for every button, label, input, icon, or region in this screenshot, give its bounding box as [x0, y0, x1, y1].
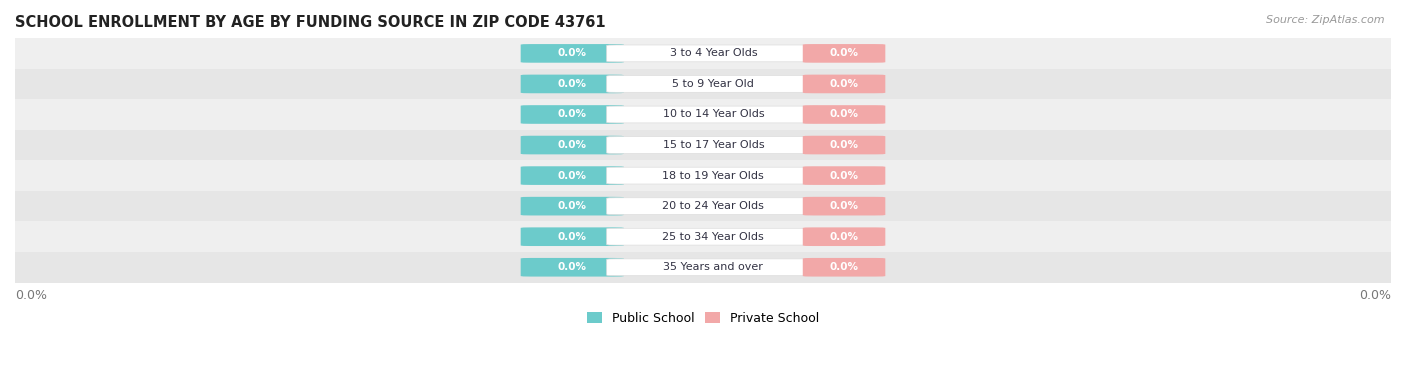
Text: 0.0%: 0.0%	[558, 48, 586, 58]
Text: 0.0%: 0.0%	[15, 289, 46, 302]
FancyBboxPatch shape	[520, 74, 624, 93]
Text: 0.0%: 0.0%	[830, 232, 859, 242]
Text: 20 to 24 Year Olds: 20 to 24 Year Olds	[662, 201, 765, 211]
Text: 0.0%: 0.0%	[558, 232, 586, 242]
FancyBboxPatch shape	[606, 198, 820, 215]
FancyBboxPatch shape	[520, 258, 624, 277]
Text: 0.0%: 0.0%	[558, 262, 586, 272]
FancyBboxPatch shape	[606, 136, 820, 153]
Text: 0.0%: 0.0%	[830, 79, 859, 89]
FancyBboxPatch shape	[606, 106, 820, 123]
Text: 0.0%: 0.0%	[830, 110, 859, 119]
Text: 0.0%: 0.0%	[830, 48, 859, 58]
Text: Source: ZipAtlas.com: Source: ZipAtlas.com	[1267, 15, 1385, 25]
Text: 0.0%: 0.0%	[558, 201, 586, 211]
Text: 3 to 4 Year Olds: 3 to 4 Year Olds	[669, 48, 758, 58]
Text: 10 to 14 Year Olds: 10 to 14 Year Olds	[662, 110, 763, 119]
FancyBboxPatch shape	[803, 197, 886, 215]
Legend: Public School, Private School: Public School, Private School	[582, 307, 824, 330]
FancyBboxPatch shape	[520, 228, 624, 246]
FancyBboxPatch shape	[520, 166, 624, 185]
FancyBboxPatch shape	[803, 228, 886, 246]
FancyBboxPatch shape	[520, 44, 624, 63]
FancyBboxPatch shape	[803, 258, 886, 277]
FancyBboxPatch shape	[606, 45, 820, 62]
FancyBboxPatch shape	[803, 105, 886, 124]
Text: 0.0%: 0.0%	[830, 170, 859, 181]
Text: 0.0%: 0.0%	[830, 262, 859, 272]
Text: 18 to 19 Year Olds: 18 to 19 Year Olds	[662, 170, 765, 181]
Bar	[15, 99, 1391, 130]
Text: 0.0%: 0.0%	[558, 79, 586, 89]
Bar	[15, 69, 1391, 99]
Text: 5 to 9 Year Old: 5 to 9 Year Old	[672, 79, 754, 89]
Bar	[15, 130, 1391, 160]
Bar	[15, 222, 1391, 252]
Bar	[15, 38, 1391, 69]
FancyBboxPatch shape	[520, 197, 624, 215]
Text: 0.0%: 0.0%	[558, 140, 586, 150]
Bar	[15, 191, 1391, 222]
FancyBboxPatch shape	[803, 74, 886, 93]
Text: SCHOOL ENROLLMENT BY AGE BY FUNDING SOURCE IN ZIP CODE 43761: SCHOOL ENROLLMENT BY AGE BY FUNDING SOUR…	[15, 15, 606, 30]
Text: 0.0%: 0.0%	[1360, 289, 1391, 302]
Bar	[15, 252, 1391, 282]
FancyBboxPatch shape	[606, 167, 820, 184]
Text: 0.0%: 0.0%	[830, 201, 859, 211]
Bar	[15, 160, 1391, 191]
FancyBboxPatch shape	[803, 44, 886, 63]
FancyBboxPatch shape	[803, 136, 886, 154]
FancyBboxPatch shape	[606, 76, 820, 92]
FancyBboxPatch shape	[803, 166, 886, 185]
FancyBboxPatch shape	[606, 259, 820, 276]
Text: 0.0%: 0.0%	[830, 140, 859, 150]
FancyBboxPatch shape	[606, 228, 820, 245]
Text: 0.0%: 0.0%	[558, 170, 586, 181]
FancyBboxPatch shape	[520, 136, 624, 154]
Text: 25 to 34 Year Olds: 25 to 34 Year Olds	[662, 232, 765, 242]
Text: 15 to 17 Year Olds: 15 to 17 Year Olds	[662, 140, 763, 150]
Text: 35 Years and over: 35 Years and over	[664, 262, 763, 272]
Text: 0.0%: 0.0%	[558, 110, 586, 119]
FancyBboxPatch shape	[520, 105, 624, 124]
